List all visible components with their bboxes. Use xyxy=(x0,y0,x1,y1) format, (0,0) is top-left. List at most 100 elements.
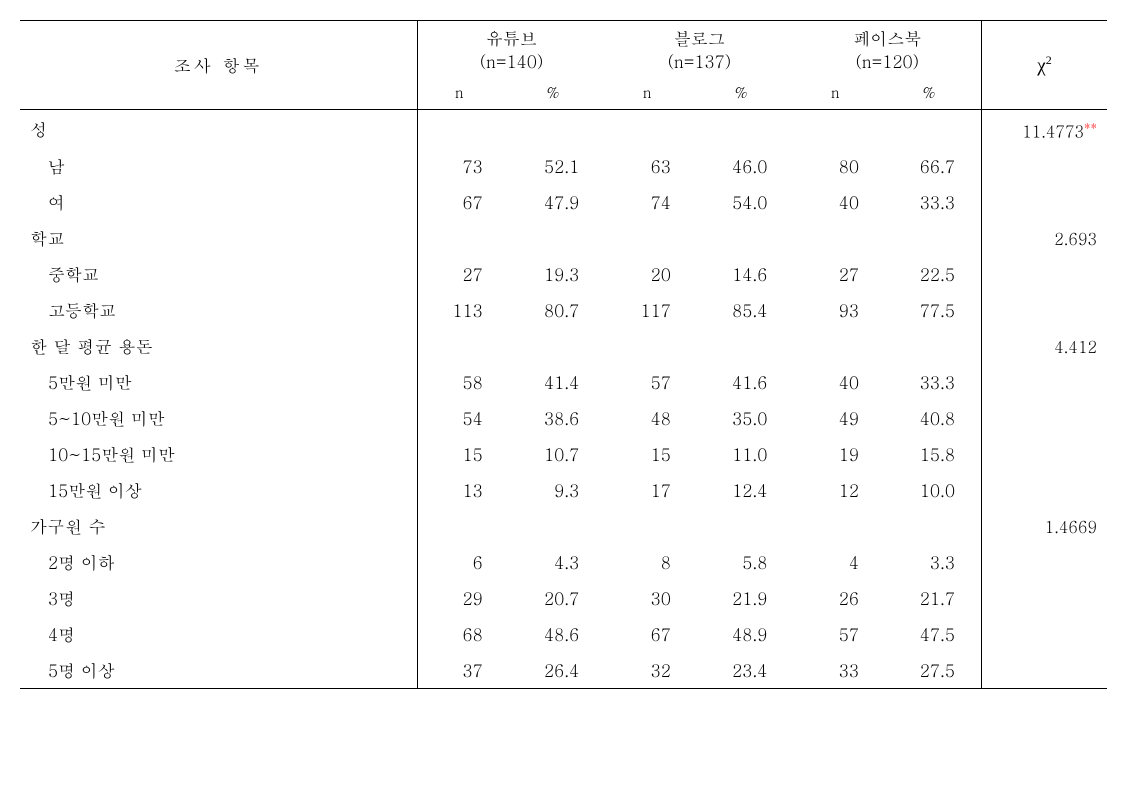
cell-n: 80 xyxy=(793,148,877,184)
row-label: 2명 이하 xyxy=(20,544,417,580)
cell-pct: 11.0 xyxy=(689,436,794,472)
header-row-groups: 조사 항목 유튜브 (n=140) 블로그 (n=137) 페이스북 (n=12… xyxy=(20,21,1107,79)
cell-n: 74 xyxy=(605,184,689,220)
chi-number: 1.4669 xyxy=(1045,515,1097,538)
cell-n: 54 xyxy=(417,400,501,436)
cell-n: 15 xyxy=(605,436,689,472)
section-label: 가구원 수 xyxy=(20,508,417,544)
cell-empty xyxy=(501,508,606,544)
cell-empty xyxy=(982,148,1107,184)
cell-pct: 80.7 xyxy=(501,292,606,328)
cell-pct: 48.9 xyxy=(689,616,794,652)
sub-n: n xyxy=(605,79,689,110)
cell-pct: 66.7 xyxy=(877,148,982,184)
cell-n: 58 xyxy=(417,364,501,400)
cell-pct: 41.4 xyxy=(501,364,606,400)
cell-pct: 23.4 xyxy=(689,652,794,689)
cell-empty xyxy=(689,220,794,256)
cell-pct: 52.1 xyxy=(501,148,606,184)
cell-pct: 77.5 xyxy=(877,292,982,328)
section-header: 가구원 수 1.4669 xyxy=(20,508,1107,544)
row-label: 중학교 xyxy=(20,256,417,292)
table-row: 고등학교11380.711785.49377.5 xyxy=(20,292,1107,328)
sub-pct: % xyxy=(689,79,794,110)
cell-n: 4 xyxy=(793,544,877,580)
cell-empty xyxy=(605,109,689,148)
table-row: 5만원 미만5841.45741.64033.3 xyxy=(20,364,1107,400)
cell-empty xyxy=(877,109,982,148)
table-row: 남7352.16346.08066.7 xyxy=(20,148,1107,184)
table-row: 2명 이하64.385.843.3 xyxy=(20,544,1107,580)
cell-empty xyxy=(982,292,1107,328)
cell-n: 8 xyxy=(605,544,689,580)
group-header-1: 블로그 (n=137) xyxy=(605,21,793,79)
sub-pct: % xyxy=(501,79,606,110)
cell-n: 27 xyxy=(417,256,501,292)
cell-n: 48 xyxy=(605,400,689,436)
cell-empty xyxy=(501,220,606,256)
cell-empty xyxy=(982,400,1107,436)
row-label: 고등학교 xyxy=(20,292,417,328)
cell-empty xyxy=(417,508,501,544)
cell-empty xyxy=(982,580,1107,616)
cell-n: 67 xyxy=(605,616,689,652)
row-label: 15만원 이상 xyxy=(20,472,417,508)
cell-empty xyxy=(877,220,982,256)
cell-n: 13 xyxy=(417,472,501,508)
cell-empty xyxy=(877,328,982,364)
col-header-item: 조사 항목 xyxy=(20,21,417,110)
cell-empty xyxy=(793,109,877,148)
cell-empty xyxy=(605,220,689,256)
cell-pct: 35.0 xyxy=(689,400,794,436)
chi-value: 2.693 xyxy=(982,220,1107,256)
cell-n: 27 xyxy=(793,256,877,292)
cell-empty xyxy=(982,652,1107,689)
cell-pct: 9.3 xyxy=(501,472,606,508)
sub-pct: % xyxy=(877,79,982,110)
table-row: 3명2920.73021.92621.7 xyxy=(20,580,1107,616)
sub-n: n xyxy=(417,79,501,110)
group-n: (n=140) xyxy=(480,49,544,73)
cell-n: 26 xyxy=(793,580,877,616)
cell-empty xyxy=(793,220,877,256)
cell-empty xyxy=(417,220,501,256)
cell-pct: 54.0 xyxy=(689,184,794,220)
cell-n: 17 xyxy=(605,472,689,508)
row-label: 5~10만원 미만 xyxy=(20,400,417,436)
cell-n: 49 xyxy=(793,400,877,436)
table-row: 5~10만원 미만5438.64835.04940.8 xyxy=(20,400,1107,436)
cell-n: 32 xyxy=(605,652,689,689)
chi-number: 4.412 xyxy=(1054,335,1097,358)
cell-pct: 3.3 xyxy=(877,544,982,580)
cell-pct: 27.5 xyxy=(877,652,982,689)
significance-marker: ** xyxy=(1084,116,1097,135)
cell-n: 68 xyxy=(417,616,501,652)
group-n: (n=120) xyxy=(855,49,919,73)
group-name: 유튜브 xyxy=(486,26,537,50)
row-label: 남 xyxy=(20,148,417,184)
group-name: 블로그 xyxy=(674,26,725,50)
cell-empty xyxy=(605,508,689,544)
table-row: 10~15만원 미만1510.71511.01915.8 xyxy=(20,436,1107,472)
cell-empty xyxy=(689,328,794,364)
group-header-0: 유튜브 (n=140) xyxy=(417,21,605,79)
cell-n: 93 xyxy=(793,292,877,328)
cell-pct: 4.3 xyxy=(501,544,606,580)
section-label: 한 달 평균 용돈 xyxy=(20,328,417,364)
group-header-2: 페이스북 (n=120) xyxy=(793,21,981,79)
cell-empty xyxy=(982,256,1107,292)
cell-empty xyxy=(982,184,1107,220)
table-row: 4명6848.66748.95747.5 xyxy=(20,616,1107,652)
table-row: 여6747.97454.04033.3 xyxy=(20,184,1107,220)
cell-pct: 33.3 xyxy=(877,184,982,220)
cell-pct: 33.3 xyxy=(877,364,982,400)
cell-empty xyxy=(877,508,982,544)
cell-pct: 47.5 xyxy=(877,616,982,652)
cell-pct: 47.9 xyxy=(501,184,606,220)
section-header: 한 달 평균 용돈 4.412 xyxy=(20,328,1107,364)
cell-empty xyxy=(501,328,606,364)
cell-empty xyxy=(982,616,1107,652)
chi-number: 11.4773 xyxy=(1022,119,1084,142)
cell-n: 29 xyxy=(417,580,501,616)
cell-n: 19 xyxy=(793,436,877,472)
